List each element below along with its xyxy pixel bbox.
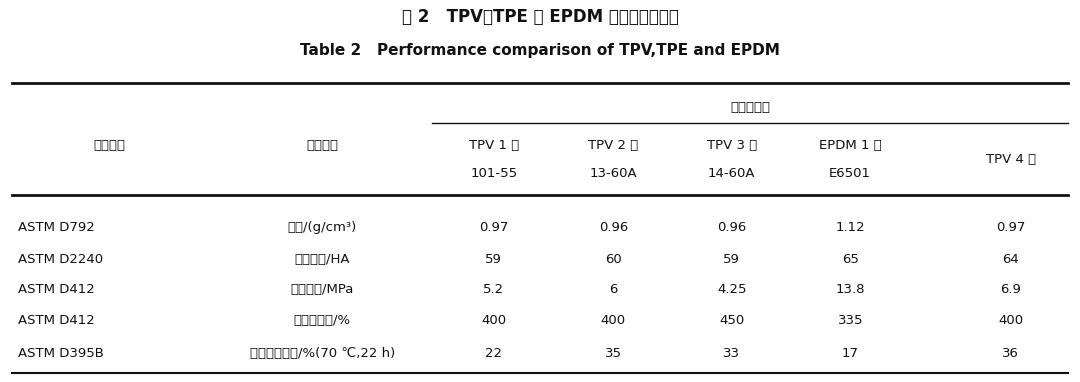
Text: 13.8: 13.8 xyxy=(836,283,865,296)
Text: TPV 3 号: TPV 3 号 xyxy=(706,139,757,152)
Text: 64: 64 xyxy=(1002,253,1020,266)
Text: 4.25: 4.25 xyxy=(717,283,746,296)
Text: ASTM D395B: ASTM D395B xyxy=(17,347,104,360)
Text: 35: 35 xyxy=(605,347,622,360)
Text: 材料及型号: 材料及型号 xyxy=(730,101,770,114)
Text: 14-60A: 14-60A xyxy=(708,167,756,180)
Text: 335: 335 xyxy=(837,314,863,327)
Text: 65: 65 xyxy=(841,253,859,266)
Text: TPV 4 号: TPV 4 号 xyxy=(986,153,1036,166)
Text: 密度/(g/cm³): 密度/(g/cm³) xyxy=(287,220,357,233)
Text: TPV 1 号: TPV 1 号 xyxy=(469,139,518,152)
Text: 101-55: 101-55 xyxy=(470,167,517,180)
Text: 检测标准: 检测标准 xyxy=(93,139,125,152)
Text: 450: 450 xyxy=(719,314,744,327)
Text: 13-60A: 13-60A xyxy=(590,167,637,180)
Text: 59: 59 xyxy=(485,253,502,266)
Text: 0.97: 0.97 xyxy=(996,220,1025,233)
Text: Table 2   Performance comparison of TPV,TPE and EPDM: Table 2 Performance comparison of TPV,TP… xyxy=(300,43,780,58)
Text: 0.96: 0.96 xyxy=(717,220,746,233)
Text: 33: 33 xyxy=(724,347,740,360)
Text: 压缩永久变形/%(70 ℃,22 h): 压缩永久变形/%(70 ℃,22 h) xyxy=(249,347,395,360)
Text: 36: 36 xyxy=(1002,347,1020,360)
Text: 59: 59 xyxy=(724,253,740,266)
Text: TPV 2 号: TPV 2 号 xyxy=(589,139,638,152)
Text: 6: 6 xyxy=(609,283,618,296)
Text: 0.96: 0.96 xyxy=(598,220,627,233)
Text: 断裂伸长率/%: 断裂伸长率/% xyxy=(294,314,351,327)
Text: 6.9: 6.9 xyxy=(1000,283,1022,296)
Text: 22: 22 xyxy=(485,347,502,360)
Text: 5.2: 5.2 xyxy=(483,283,504,296)
Text: 400: 400 xyxy=(481,314,507,327)
Text: EPDM 1 号: EPDM 1 号 xyxy=(819,139,881,152)
Text: 表 2   TPV、TPE 和 EPDM 的物理性能对比: 表 2 TPV、TPE 和 EPDM 的物理性能对比 xyxy=(402,8,678,26)
Text: E6501: E6501 xyxy=(829,167,872,180)
Text: 60: 60 xyxy=(605,253,622,266)
Text: 1.12: 1.12 xyxy=(836,220,865,233)
Text: ASTM D792: ASTM D792 xyxy=(17,220,94,233)
Text: 400: 400 xyxy=(998,314,1024,327)
Text: 物理性能: 物理性能 xyxy=(307,139,338,152)
Text: 0.97: 0.97 xyxy=(480,220,509,233)
Text: ASTM D412: ASTM D412 xyxy=(17,314,94,327)
Text: 邵氏硬度/HA: 邵氏硬度/HA xyxy=(295,253,350,266)
Text: ASTM D412: ASTM D412 xyxy=(17,283,94,296)
Text: ASTM D2240: ASTM D2240 xyxy=(17,253,103,266)
Text: 17: 17 xyxy=(841,347,859,360)
Text: 拉伸强度/MPa: 拉伸强度/MPa xyxy=(291,283,354,296)
Text: 400: 400 xyxy=(600,314,625,327)
